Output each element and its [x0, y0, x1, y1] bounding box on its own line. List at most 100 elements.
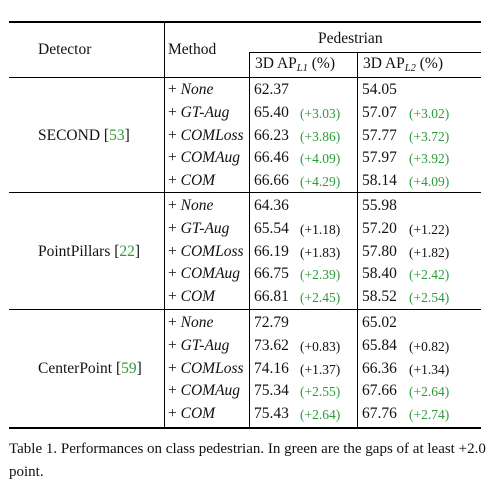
method-name: COMLoss — [180, 242, 244, 260]
method-name: None — [180, 314, 214, 331]
ap-l1-gap: (+1.83) — [300, 244, 341, 260]
detector-label: CenterPoint — [38, 359, 113, 377]
method-cell: + COMLoss — [168, 243, 244, 261]
detector-name: PointPillars [22] — [38, 242, 141, 260]
header-method: Method — [168, 41, 217, 58]
ap-l1-gap: (+4.29) — [300, 174, 341, 190]
plus-sign: + — [168, 405, 181, 423]
ap-l2-value: 58.52 — [362, 288, 397, 306]
ap-l2-gap: (+2.42) — [409, 267, 450, 283]
ap-l2-value: 57.97 — [362, 149, 397, 167]
ap-l1-value: 75.34 — [254, 382, 289, 400]
ap-l2-value: 57.77 — [362, 126, 397, 144]
ap-l2-gap: (+3.02) — [409, 105, 450, 121]
method-name: None — [180, 81, 214, 98]
col-divider-ap2 — [357, 53, 358, 427]
ap-l2-gap: (+4.09) — [409, 174, 450, 190]
ap-l2-value: 67.76 — [362, 405, 397, 423]
plus-sign: + — [168, 81, 181, 98]
ap-l2-value: 66.36 — [362, 359, 397, 377]
method-name: COMLoss — [180, 359, 244, 377]
ap-l2-value: 54.05 — [362, 81, 397, 98]
ap-l1-value: 72.79 — [254, 314, 289, 331]
ap-l1-value: 62.37 — [254, 81, 289, 98]
plus-sign: + — [168, 359, 181, 377]
method-cell: + COM — [168, 405, 215, 423]
top-rule — [9, 21, 481, 23]
plus-sign: + — [168, 265, 181, 283]
ap-l1-value: 66.23 — [254, 126, 289, 144]
header-rule — [9, 77, 481, 78]
method-cell: + COMAug — [168, 382, 240, 400]
plus-sign: + — [168, 314, 181, 331]
plus-sign: + — [168, 242, 181, 260]
ap-l2-value: 67.66 — [362, 382, 397, 400]
ap-l1-value: 74.16 — [254, 359, 289, 377]
ap-l1-gap: (+3.03) — [300, 105, 341, 121]
method-name: None — [180, 197, 214, 214]
method-name: GT-Aug — [180, 103, 230, 121]
method-name: COMAug — [180, 382, 241, 400]
ap-l2-value: 57.80 — [362, 242, 397, 260]
plus-sign: + — [168, 336, 181, 354]
citation-ref[interactable]: 59 — [121, 359, 137, 377]
method-cell: + GT-Aug — [168, 337, 229, 355]
header-detector: Detector — [38, 41, 92, 58]
ap-l1-value: 65.54 — [254, 219, 289, 237]
ap-l2-gap: (+1.82) — [409, 244, 450, 260]
plus-sign: + — [168, 172, 181, 190]
plus-sign: + — [168, 288, 181, 306]
detector-label: PointPillars — [38, 242, 111, 260]
method-cell: + COMAug — [168, 149, 240, 167]
ap-l1-value: 75.43 — [254, 405, 289, 423]
table-caption: Table 1. Performances on class pedestria… — [9, 441, 486, 480]
ap-l2-gap: (+2.54) — [409, 290, 450, 306]
method-name: GT-Aug — [180, 336, 230, 354]
plus-sign: + — [168, 382, 181, 400]
header-ap-l1: 3D APL1 (%) — [255, 55, 335, 74]
ap-l1-value: 66.66 — [254, 172, 289, 190]
ap-l1-value: 66.46 — [254, 149, 289, 167]
method-name: COM — [180, 172, 216, 190]
ap-l1-gap: (+2.45) — [300, 290, 341, 306]
ap-l2-gap: (+3.92) — [409, 151, 450, 167]
ap-l1-value: 65.40 — [254, 103, 289, 121]
ap-l1-gap: (+1.18) — [300, 221, 341, 237]
plus-sign: + — [168, 197, 181, 214]
ap-l2-gap: (+2.74) — [409, 407, 450, 423]
ap-l1-value: 66.19 — [254, 242, 289, 260]
method-cell: + GT-Aug — [168, 220, 229, 238]
bottom-rule — [9, 427, 481, 429]
ap-l2-gap: (+2.64) — [409, 384, 450, 400]
ap-l1-value: 66.75 — [254, 265, 289, 283]
citation-ref[interactable]: 22 — [119, 242, 135, 260]
ap-l1-gap: (+4.09) — [300, 151, 341, 167]
ap-l1-gap: (+0.83) — [300, 338, 341, 354]
method-name: COMAug — [180, 149, 241, 167]
plus-sign: + — [168, 219, 181, 237]
method-cell: + GT-Aug — [168, 104, 229, 122]
ap-l2-gap: (+0.82) — [409, 338, 450, 354]
method-name: COMLoss — [180, 126, 244, 144]
method-cell: + None — [168, 314, 213, 332]
ap-l1-gap: (+1.37) — [300, 361, 341, 377]
plus-sign: + — [168, 103, 181, 121]
col-divider-ap1 — [249, 53, 250, 427]
method-name: COMAug — [180, 265, 241, 283]
ap-l2-gap: (+1.22) — [409, 221, 450, 237]
ap-l2-gap: (+1.34) — [409, 361, 450, 377]
method-cell: + COMLoss — [168, 127, 244, 145]
header-ap-l2: 3D APL2 (%) — [363, 55, 443, 74]
ap-l1-gap: (+2.55) — [300, 384, 341, 400]
block-rule-2 — [9, 309, 481, 310]
ap-l1-gap: (+2.39) — [300, 267, 341, 283]
plus-sign: + — [168, 126, 181, 144]
ap-l1-value: 73.62 — [254, 336, 289, 354]
ap-l1-gap: (+2.64) — [300, 407, 341, 423]
ap-l1-value: 64.36 — [254, 197, 289, 214]
ap-l2-gap: (+3.72) — [409, 128, 450, 144]
ap-l2-value: 65.02 — [362, 314, 397, 331]
ap-l2-value: 65.84 — [362, 336, 397, 354]
citation-ref[interactable]: 53 — [109, 126, 125, 144]
group-underline — [249, 52, 481, 53]
